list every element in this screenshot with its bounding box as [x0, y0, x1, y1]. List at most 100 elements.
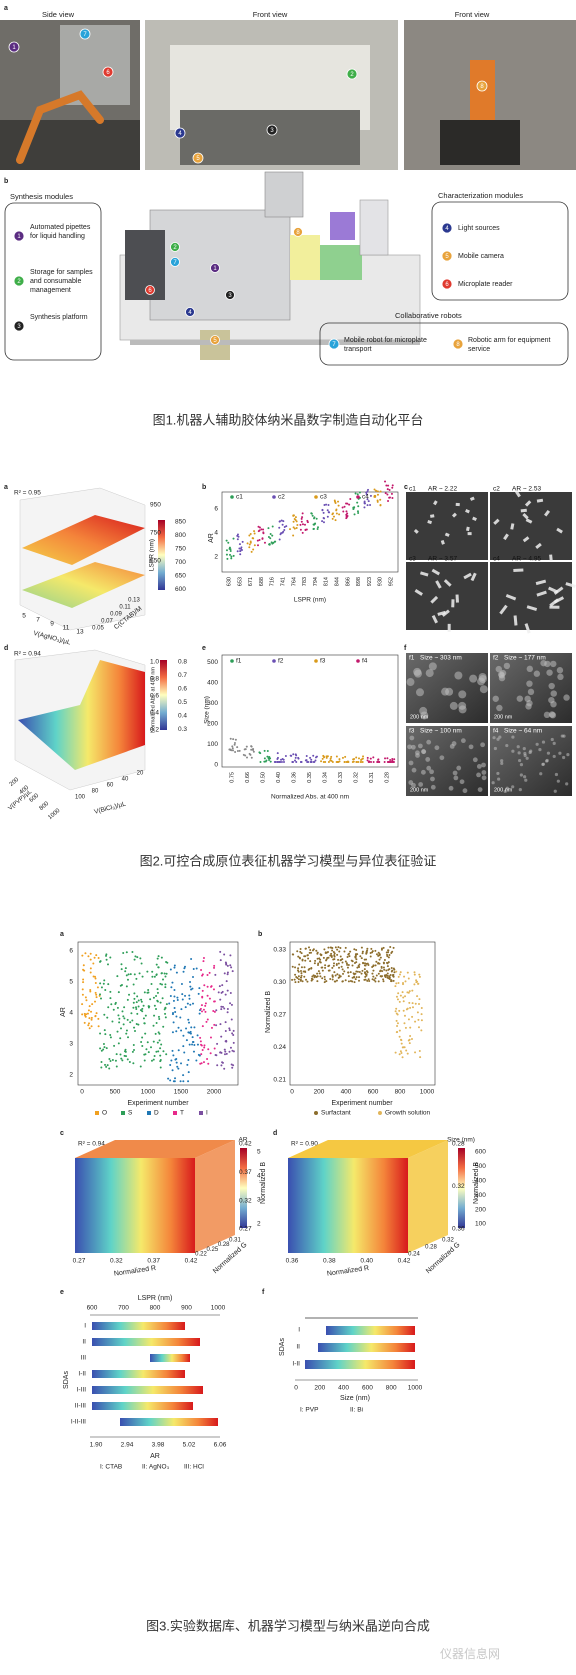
- tem-image: [406, 492, 488, 560]
- scatter-point: [411, 989, 414, 992]
- scatter-point: [236, 746, 239, 749]
- scatter-point: [269, 533, 272, 536]
- scatter-point: [407, 977, 410, 980]
- tick-label: 0.6: [150, 693, 159, 700]
- scatter-point: [358, 970, 361, 973]
- scatter-point: [248, 546, 251, 549]
- badge-number: 1: [12, 45, 16, 51]
- scatter-point: [123, 1006, 126, 1009]
- scatter-point: [336, 761, 339, 763]
- scatter-point: [411, 1006, 414, 1009]
- tick-label: 800: [175, 532, 186, 539]
- nanorod: [515, 490, 521, 498]
- tick-label: 0.31: [229, 1238, 241, 1244]
- scatter-point: [329, 757, 332, 760]
- legend-marker: [230, 659, 234, 663]
- tick-label: 0.36: [291, 772, 297, 783]
- scatter-point: [382, 966, 385, 969]
- scatter-point: [344, 946, 347, 949]
- tick-label: 0.7: [178, 672, 187, 679]
- scatter-point: [238, 749, 241, 752]
- scatter-point: [100, 986, 103, 989]
- scatter-point: [125, 985, 128, 988]
- note: II: Bi: [350, 1407, 363, 1414]
- scatter-point: [352, 758, 355, 761]
- range-bar: [92, 1402, 193, 1410]
- scatter-point: [397, 992, 400, 995]
- scatter-point: [98, 994, 101, 997]
- scatter-point: [103, 979, 106, 982]
- scatter-point: [262, 528, 265, 531]
- tick-label: 0.05: [92, 626, 104, 632]
- module-text: Mobile robot for microplate transport: [344, 337, 427, 353]
- scatter-point: [366, 759, 369, 762]
- tick-label: 13: [76, 629, 84, 636]
- legend-label: T: [180, 1110, 184, 1117]
- scatter-point: [394, 1010, 397, 1013]
- scatter-point: [324, 951, 327, 954]
- particle: [406, 678, 415, 687]
- scatter-point: [199, 1007, 202, 1010]
- scatter-point: [369, 494, 372, 497]
- tick-label: 200: [314, 1089, 325, 1096]
- scatter-point: [230, 1063, 233, 1066]
- scatter-point: [345, 761, 348, 763]
- scatter-point: [210, 1026, 213, 1029]
- scatter-point: [213, 1047, 216, 1050]
- scatter-point: [187, 1031, 190, 1034]
- number-badge: [210, 335, 220, 345]
- colorbar: [160, 660, 167, 730]
- scatter-point: [159, 1047, 162, 1050]
- legend-marker: [147, 1111, 151, 1115]
- legend-label: S: [128, 1110, 133, 1117]
- scatter-point: [420, 1006, 423, 1009]
- nanorod: [440, 539, 445, 545]
- scatter-point: [232, 554, 235, 557]
- number-badge: [210, 263, 220, 273]
- scatter-point: [271, 525, 274, 528]
- particle: [425, 757, 431, 762]
- particle: [511, 735, 515, 739]
- scatter-point: [250, 748, 253, 751]
- particle: [550, 660, 557, 668]
- scatter-point: [357, 505, 360, 508]
- scatter-point: [398, 1035, 401, 1038]
- scatter-point: [263, 757, 266, 760]
- scatter-point: [347, 975, 350, 978]
- scatter-point: [383, 959, 386, 962]
- scatter-point: [310, 512, 313, 515]
- badge-number: 8: [480, 84, 484, 90]
- tick-label: 5: [22, 613, 26, 620]
- scatter-point: [392, 761, 395, 763]
- row-label: I-II: [78, 1371, 86, 1378]
- particle: [459, 779, 465, 785]
- scatter-point: [172, 1021, 175, 1024]
- particle: [503, 662, 511, 670]
- scatter-point: [152, 1040, 155, 1043]
- scatter-point: [290, 754, 293, 757]
- scatter-point: [385, 484, 388, 487]
- scatter-point: [375, 489, 378, 492]
- scatter-point: [300, 517, 303, 520]
- module-text: Storage for samples and consumable manag…: [30, 269, 93, 294]
- caption: 图2.可控合成原位表征机器学习模型与异位表征验证: [140, 853, 437, 868]
- scatter-point: [104, 988, 107, 991]
- legend-label: c3: [320, 494, 327, 501]
- scatter-point: [337, 958, 340, 961]
- scatter-point: [156, 988, 159, 991]
- tick-label: 0.27: [273, 1012, 286, 1019]
- badge-number: 2: [17, 279, 21, 285]
- scatter-point: [120, 968, 123, 971]
- scatter-point: [309, 960, 312, 963]
- scatter-point: [413, 983, 416, 986]
- tick-label: 800: [386, 1385, 397, 1392]
- scatter-point: [321, 520, 324, 523]
- colorbar: [158, 520, 165, 590]
- scatter-point: [226, 971, 229, 974]
- scatter-point: [272, 541, 275, 544]
- scatter-point: [300, 761, 303, 763]
- tick-label: 600: [475, 1149, 486, 1156]
- scatter-point: [356, 966, 359, 969]
- scatter-point: [313, 962, 316, 965]
- legend-label: I: [206, 1110, 208, 1117]
